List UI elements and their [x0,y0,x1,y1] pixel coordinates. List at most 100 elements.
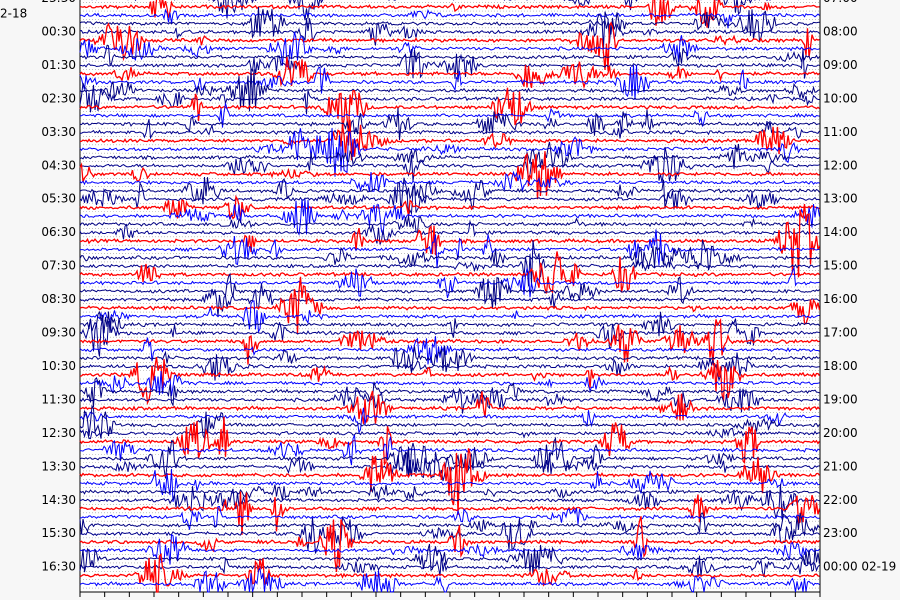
right-time-label: 17:00 [823,326,858,340]
seismic-trace [79,516,820,572]
seismic-trace [79,283,820,317]
right-time-label: 14:00 [823,225,858,239]
start-date: 2-18 [0,7,27,21]
seismic-trace [79,491,821,535]
seismic-trace [79,436,820,479]
right-time-label: 08:00 [823,24,858,38]
seismic-trace [80,434,820,466]
right-time-label: 19:00 [823,392,858,406]
seismic-trace [79,370,820,397]
seismic-trace [79,176,820,210]
seismic-trace [79,8,820,29]
seismic-trace [79,21,820,71]
left-time-label: 09:30 [41,326,76,340]
seismic-trace [79,386,820,415]
seismic-trace [79,170,820,193]
left-time-label: 23:30 [41,0,76,5]
left-time-label: 04:30 [41,158,76,172]
right-time-label: 22:00 [823,493,858,507]
seismic-trace [79,427,820,440]
seismic-trace [79,65,820,100]
seismic-trace [79,141,820,170]
seismic-trace [79,194,820,222]
seismic-trace [79,317,820,357]
right-time-label: 10:00 [823,91,858,105]
seismic-trace [79,240,820,287]
seismic-trace [79,318,820,366]
left-time-label: 13:30 [41,459,76,473]
seismic-trace [79,31,820,69]
seismic-trace [79,484,820,501]
seismic-trace [79,44,820,68]
left-time-label: 11:30 [41,392,76,406]
right-time-label: 20:00 [823,426,858,440]
left-time-label: 10:30 [41,359,76,373]
seismic-trace [79,272,820,309]
seismic-trace [79,11,820,49]
seismic-trace [80,352,820,382]
seismic-trace [79,119,820,161]
seismic-trace [79,177,820,217]
seismic-trace [79,448,821,516]
seismic-trace [79,251,820,294]
left-time-label: 12:30 [41,426,76,440]
seismic-trace [79,407,820,435]
seismic-trace [79,300,820,334]
seismic-trace [80,119,820,140]
seismic-trace [79,552,820,593]
seismic-trace [79,512,820,541]
seismic-trace [79,229,820,269]
right-time-label: 16:00 [823,292,858,306]
seismic-trace [79,516,820,554]
seismic-trace [79,310,820,338]
seismic-trace [79,376,820,408]
seismic-trace [79,345,820,373]
right-time-label: 07:00 [823,0,858,5]
right-time-label: 15:00 [823,259,858,273]
seismic-trace [79,87,820,135]
seismic-trace [79,566,820,593]
seismic-trace [79,68,820,112]
seismic-trace [79,6,820,42]
right-time-label: 09:00 [823,58,858,72]
seismic-trace [79,107,820,141]
seismic-trace [79,0,820,28]
right-time-label: 21:00 [823,459,858,473]
seismic-trace [79,404,820,441]
seismic-trace [79,533,820,565]
left-time-label: 00:30 [41,24,76,38]
seismic-trace [79,56,820,90]
seismic-trace [79,82,820,115]
seismic-trace [79,356,821,406]
seismic-trace [79,265,820,299]
left-time-label: 08:30 [41,292,76,306]
left-time-label: 01:30 [41,58,76,72]
seismic-trace [79,390,820,425]
seismic-trace [79,219,820,245]
right-time-label: 00:00 02-19 [823,560,896,574]
left-time-label: 14:30 [41,493,76,507]
seismic-trace [79,48,820,83]
seismic-trace [79,543,820,575]
seismic-trace [79,468,820,503]
left-time-label: 03:30 [41,125,76,139]
left-time-label: 02:30 [41,91,76,105]
right-time-label: 18:00 [823,359,858,373]
right-time-label: 23:00 [823,526,858,540]
seismic-trace [79,128,820,177]
right-time-label: 13:00 [823,192,858,206]
left-time-label: 16:30 [41,560,76,574]
seismic-trace [79,416,821,466]
seismic-trace [79,215,820,234]
left-time-label: 15:30 [41,526,76,540]
seismic-trace [79,204,821,278]
seismic-trace [79,239,820,271]
left-time-label: 07:30 [41,259,76,273]
seismic-trace [79,151,820,200]
seismic-trace [80,103,820,128]
seismic-trace [79,198,820,236]
left-time-label: 06:30 [41,225,76,239]
seismic-trace [79,336,820,365]
seismic-trace [79,505,820,530]
